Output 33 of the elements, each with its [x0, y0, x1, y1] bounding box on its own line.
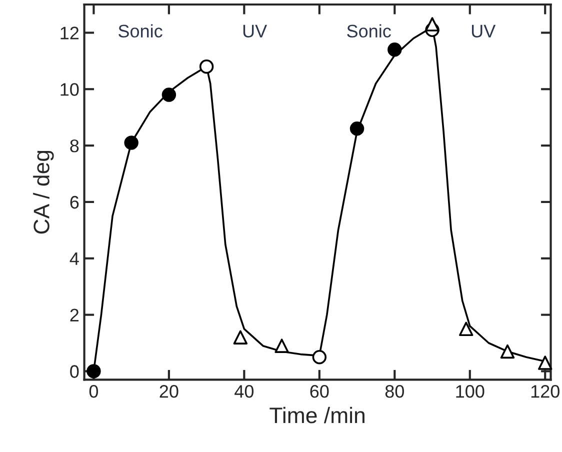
- point: [162, 88, 176, 102]
- y-axis-title: CA / deg: [33, 150, 54, 234]
- y-tick-label: 0: [70, 365, 79, 378]
- point: [274, 338, 289, 353]
- point: [538, 356, 552, 370]
- y-tick-label: 12: [60, 26, 79, 40]
- annotation: UV: [243, 24, 268, 38]
- point: [425, 17, 440, 32]
- x-axis-title: Time /min: [270, 406, 364, 424]
- y-tick-label: 6: [70, 196, 79, 209]
- x-tick-label: 0: [89, 385, 98, 398]
- point: [233, 330, 248, 344]
- x-tick-label: 20: [160, 385, 178, 398]
- x-tick-label: 40: [234, 385, 254, 398]
- x-tick-label: 80: [385, 385, 404, 398]
- y-tick-label: 8: [70, 139, 79, 152]
- point: [459, 322, 474, 336]
- annotation: Sonic: [347, 24, 391, 38]
- x-tick-label: 60: [310, 385, 329, 398]
- y-tick-label: 2: [70, 308, 79, 322]
- x-tick-label: 100: [456, 385, 484, 398]
- annotation: UV: [472, 24, 496, 38]
- annotation: Sonic: [118, 24, 162, 38]
- point: [312, 350, 327, 364]
- y-tick-label: 10: [60, 83, 79, 96]
- point: [199, 59, 214, 74]
- x-tick-label: 120: [531, 385, 560, 398]
- point: [124, 136, 138, 150]
- point: [86, 364, 101, 378]
- point: [350, 122, 364, 136]
- point: [500, 344, 515, 359]
- y-tick-label: 4: [70, 252, 79, 265]
- point: [388, 42, 402, 57]
